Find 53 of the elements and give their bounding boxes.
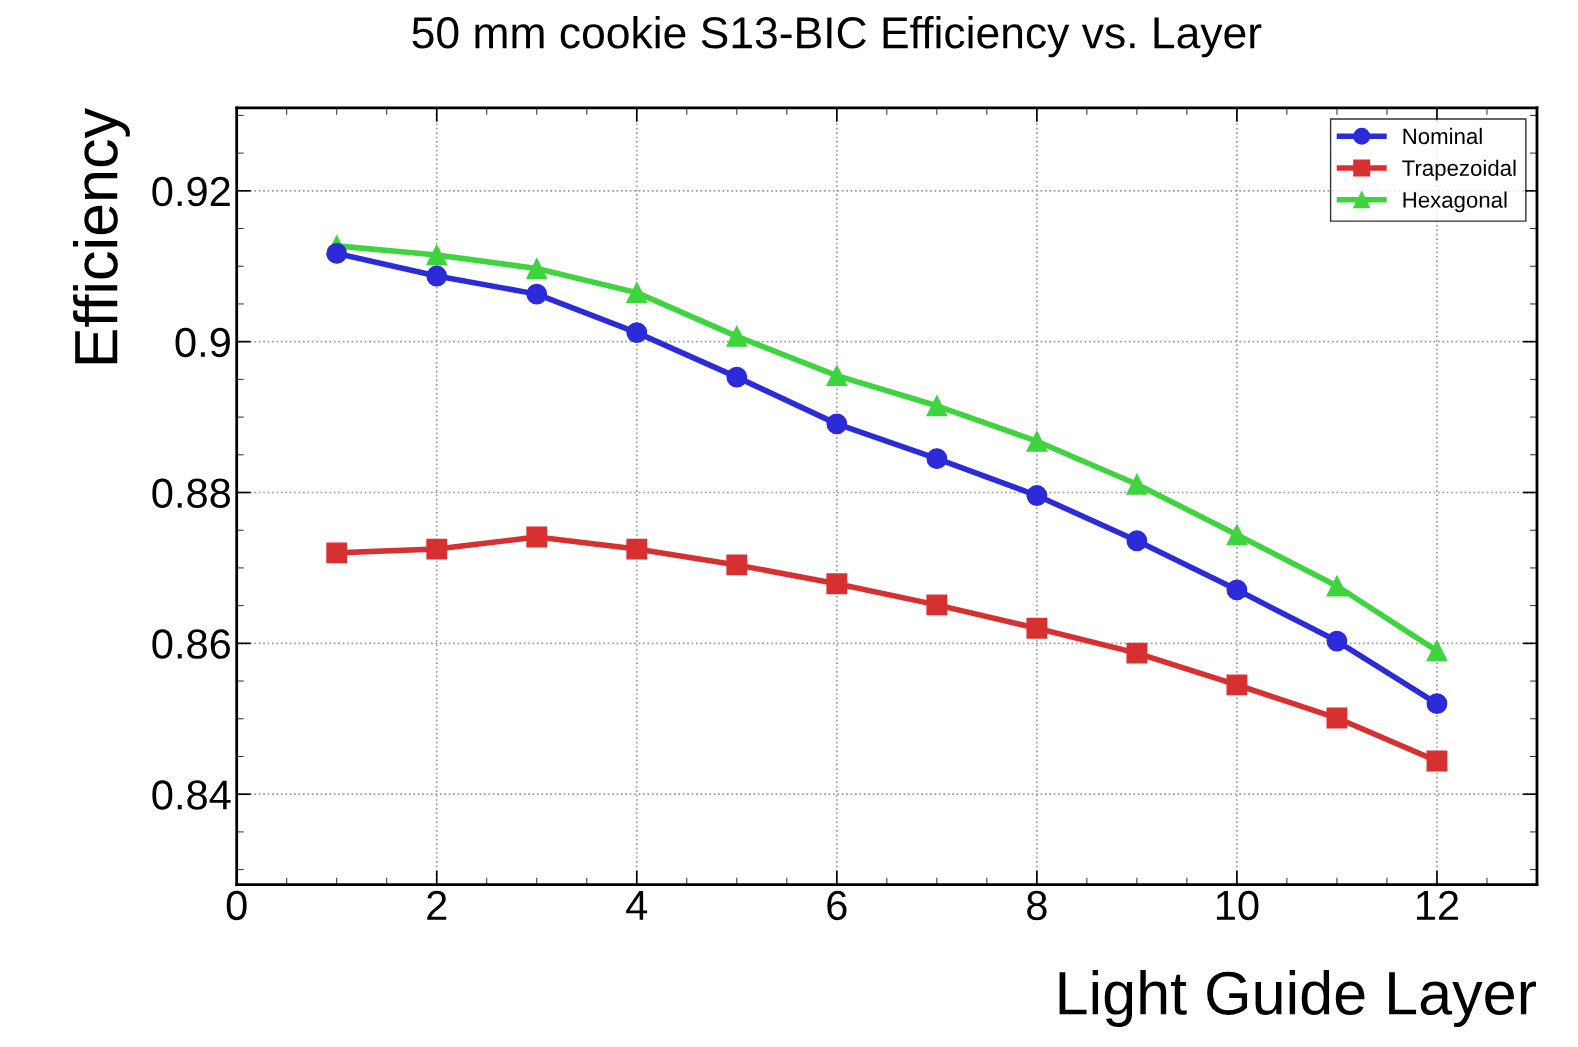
point (1226, 524, 1248, 546)
legend-label: Nominal (1403, 127, 1482, 145)
x-tick-label: 10 (1216, 890, 1259, 921)
point (1126, 642, 1148, 664)
chart-title: 50 mm cookie S13-BIC Efficiency vs. Layer (412, 15, 1262, 58)
x-axis-title: Light Guide Layer (1059, 970, 1536, 1028)
point (426, 244, 448, 266)
x-tick-label: 2 (427, 890, 447, 920)
point (426, 538, 448, 560)
point (926, 395, 948, 417)
y-axis-title: Efficiency (72, 107, 130, 364)
point (1126, 473, 1148, 495)
point (526, 283, 548, 305)
point (526, 258, 548, 279)
point (1326, 707, 1348, 729)
y-tick-label: 0.92 (152, 176, 230, 207)
point (1026, 617, 1048, 639)
x-tick-label: 12 (1416, 890, 1459, 920)
x-tick-label: 0 (226, 890, 247, 921)
point (726, 366, 748, 388)
point (1226, 674, 1248, 696)
point (426, 265, 448, 287)
legend-label: Trapezoidal (1402, 159, 1516, 181)
x-tick-label: 6 (827, 890, 847, 921)
point (926, 448, 948, 469)
point (726, 325, 748, 347)
y-tick-label: 0.9 (175, 327, 230, 358)
point (526, 526, 548, 548)
point (1426, 693, 1448, 715)
point (726, 554, 748, 576)
point (626, 282, 648, 304)
point (826, 413, 848, 435)
point (1426, 640, 1448, 662)
legend-label: Hexagonal (1403, 191, 1507, 213)
point (626, 322, 648, 344)
point (1226, 579, 1248, 601)
y-tick-label: 0.88 (152, 478, 231, 509)
point (326, 242, 348, 264)
point (326, 542, 348, 564)
y-tick-label: 0.84 (152, 780, 231, 810)
point (1326, 630, 1348, 652)
point (1026, 485, 1048, 506)
x-tick-label: 8 (1027, 890, 1047, 921)
point (826, 573, 848, 595)
point (1026, 430, 1048, 452)
point (826, 365, 848, 387)
point (1126, 530, 1148, 552)
point (926, 594, 948, 616)
point (1326, 575, 1348, 597)
x-tick-label: 4 (626, 891, 648, 920)
point (626, 538, 648, 560)
point (1426, 750, 1448, 772)
y-tick-label: 0.86 (152, 629, 231, 659)
